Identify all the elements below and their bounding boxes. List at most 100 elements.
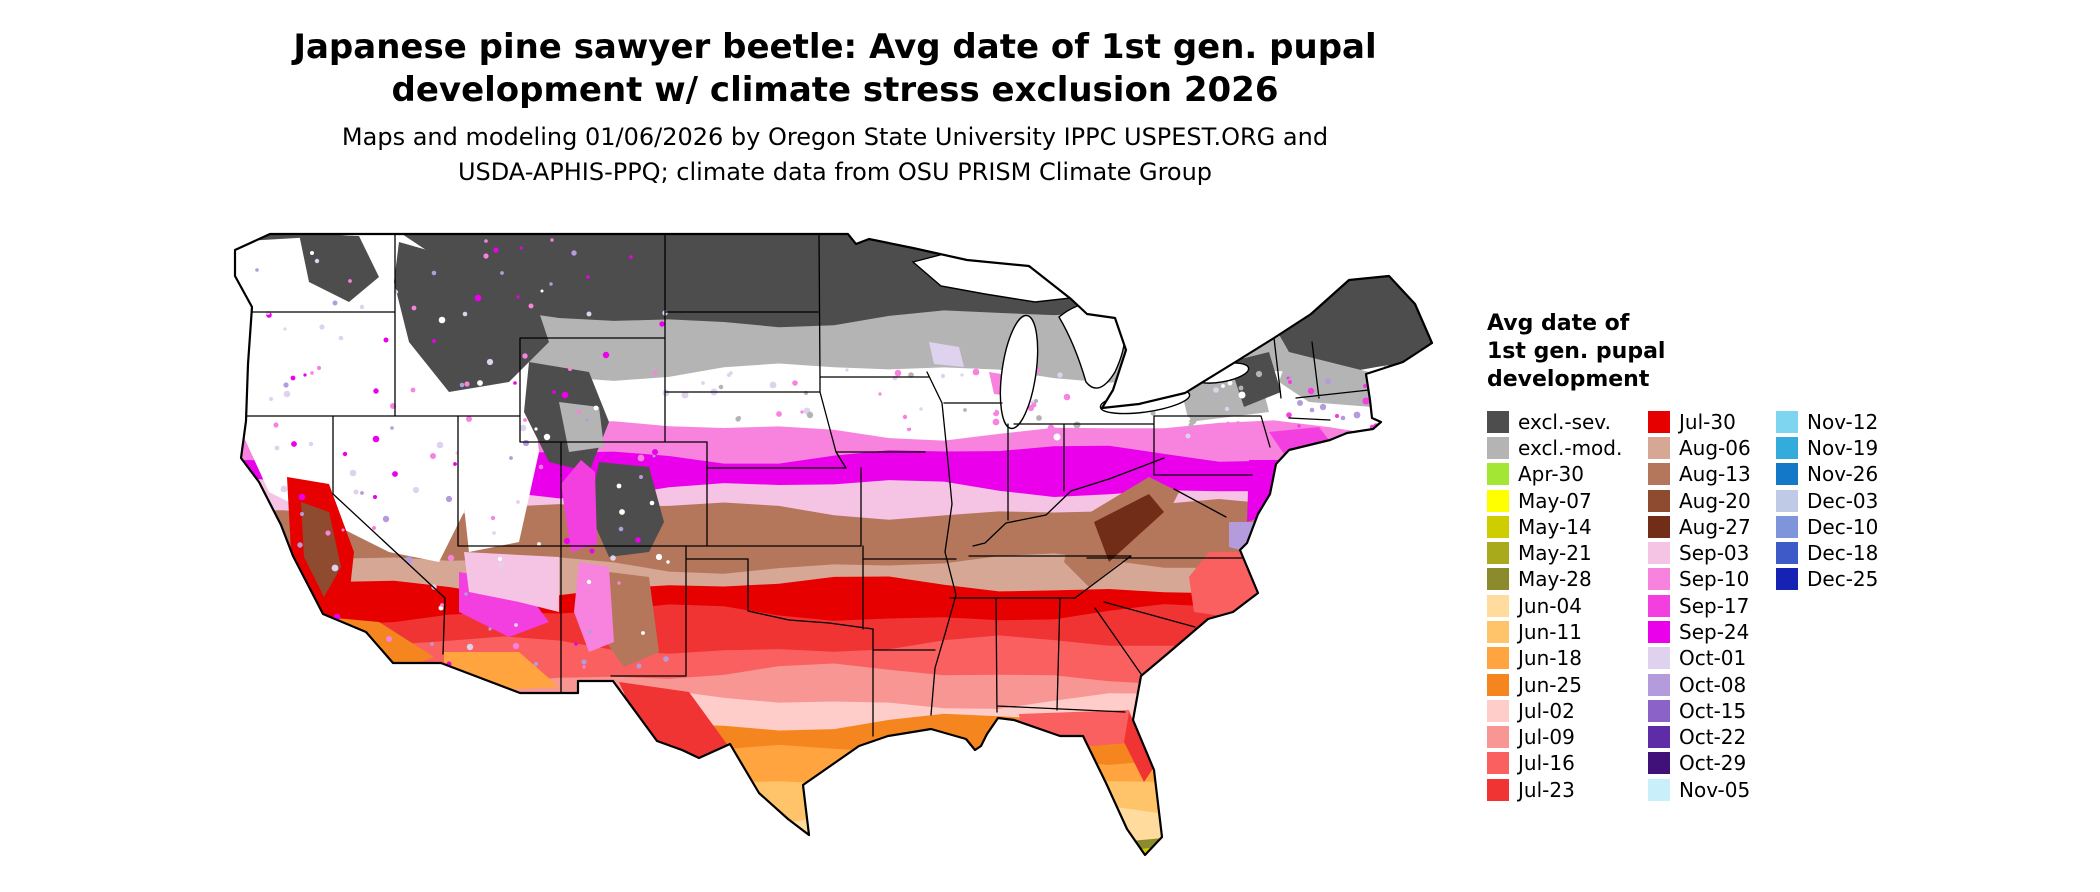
speckle [459,382,465,388]
region-patch-no-data [457,342,539,552]
region-patch-Jul-23 [1124,712,1154,782]
speckle [319,646,325,652]
speckle [549,282,553,286]
speckle [902,414,908,420]
speckle [308,441,314,447]
speckle [483,253,489,259]
speckle [500,271,504,275]
legend-label: May-07 [1518,488,1592,513]
speckle [1399,439,1407,447]
speckle [1255,370,1263,378]
speckle [641,631,645,635]
legend-swatch [1648,463,1670,486]
speckle [892,375,898,381]
region-patch-Jul-23 [619,682,729,762]
date-band-Jul-02 [235,690,1432,855]
speckle [543,433,551,441]
legend-entry: Jul-23 [1487,777,1648,803]
date-band-Jun-25 [235,711,1432,855]
speckle [635,537,641,543]
legend-label: excl.-sev. [1518,409,1611,434]
speckle [894,369,902,377]
legend-entry: Jun-25 [1487,671,1648,697]
us-choropleth-map [229,222,1434,882]
speckle [290,375,296,381]
speckle [730,409,736,415]
speckle [522,353,528,359]
speckle [1008,434,1012,438]
legend-entry: Aug-20 [1648,487,1776,513]
speckle [1141,396,1145,400]
legend-swatch [1648,620,1670,643]
region-patch-Sep-03 [464,552,559,612]
speckle [1319,403,1327,411]
legend-swatch [1487,620,1509,643]
speckle [662,389,670,397]
legend-label: Jul-02 [1518,698,1575,723]
speckle [519,424,527,432]
legend-swatch [1648,515,1670,538]
speckle [409,481,413,485]
speckle [1213,387,1219,393]
speckle [316,365,322,371]
state-boundaries [245,234,1370,737]
legend-swatch [1487,489,1509,512]
legend-entry: Dec-03 [1776,487,1904,513]
legend-entry: Sep-10 [1648,566,1776,592]
speckle [360,369,368,377]
speckle [972,368,980,376]
speckle [514,623,518,627]
region-patch-Sep-10 [574,562,614,652]
speckle [1286,376,1290,380]
speckle [462,311,468,317]
region-patch-excl.-sev. [589,462,664,557]
legend-swatch [1648,726,1670,749]
legend-entry: Dec-18 [1776,540,1904,566]
legend-label: Nov-19 [1807,435,1879,460]
region-patch-Sep-17 [1269,427,1329,454]
speckle [649,500,655,506]
speckle [1377,382,1385,390]
legend-title-line: 1st gen. pupal [1487,339,1666,365]
speckle [453,462,457,466]
speckle [540,289,544,293]
speckle [239,463,245,469]
speckle [303,355,307,359]
speckle [1226,421,1230,425]
speckle [362,641,370,649]
speckle [1353,411,1361,419]
region-patch-excl.-mod. [559,402,604,452]
speckle [533,661,539,667]
speckle [410,387,416,393]
legend-swatch [1648,752,1670,775]
speckle [445,495,453,503]
speckle [280,485,288,493]
legend-swatch [1487,699,1509,722]
date-band-Jun-11 [235,774,1432,855]
speckle [447,554,455,562]
speckle [585,418,589,422]
speckle [1297,400,1303,406]
page-title: Japanese pine sawyer beetle: Avg date of… [0,26,1670,111]
speckle [387,273,393,279]
speckle [319,324,325,330]
speckle [373,388,379,394]
speckle [792,380,798,386]
legend-title-line: development [1487,367,1650,393]
region-patch-Aug-20 [301,502,341,597]
speckle [1238,385,1244,391]
speckle [464,592,468,596]
speckle [845,368,849,372]
speckle [1073,421,1081,429]
legend-swatch [1487,594,1509,617]
speckle [552,390,556,394]
legend-title: Avg date of 1st gen. pupal development [1487,310,1904,394]
legend-label: Jul-09 [1518,725,1575,750]
speckle [716,393,722,399]
speckle [636,663,642,669]
speckle [1362,383,1368,389]
legend-label: Nov-26 [1807,462,1879,487]
speckle [516,500,520,504]
speckle [561,391,569,399]
legend-swatch [1648,778,1670,801]
